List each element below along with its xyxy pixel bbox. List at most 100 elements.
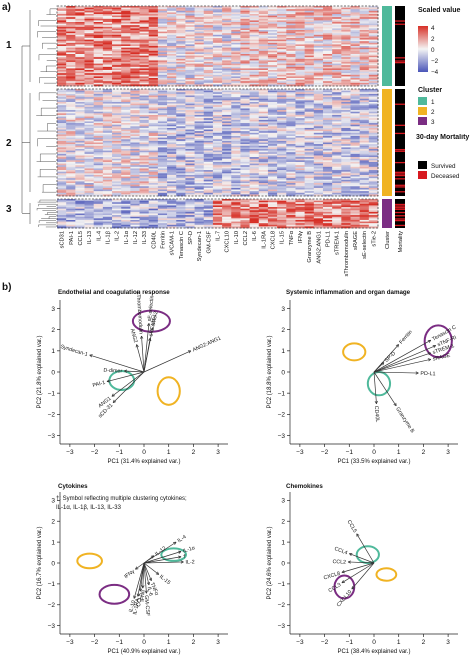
heatmap-cell [277,183,287,185]
heatmap-cell [121,60,131,63]
heatmap-cell [267,176,278,179]
heatmap-cell [194,41,205,44]
heatmap-cell [322,23,333,26]
heatmap-cell [231,194,241,197]
heatmap-cell [350,92,360,95]
heatmap-cell [368,78,379,80]
heatmap-cell [176,58,186,61]
heatmap-cell [313,157,324,160]
heatmap-cell [84,98,94,101]
heatmap-cell [84,174,94,177]
heatmap-cell [277,192,287,195]
heatmap-cell [295,178,305,181]
heatmap-cell [295,213,305,216]
heatmap-cell [121,210,131,213]
heatmap-cell [277,121,287,124]
heatmap-cell [231,199,241,201]
heatmap-cell [57,208,67,211]
heatmap-cell [350,44,360,47]
heatmap-cell [176,22,186,24]
heatmap-cell [277,14,287,16]
heatmap-cell [277,65,287,68]
heatmap-cell [277,49,287,52]
heatmap-cell [231,74,241,77]
heatmap-cell [112,68,122,71]
panel-b-label: b) [2,282,11,293]
heatmap-cell [258,78,269,80]
mortality-deceased-mark [395,171,405,173]
heatmap-cell [212,205,223,208]
heatmap-cell [240,81,250,84]
heatmap-cell [313,79,324,82]
heatmap-cell [322,205,333,208]
heatmap-cell [212,106,223,109]
heatmap-cell [212,103,223,106]
heatmap-cell [258,205,269,208]
heatmap-cell [240,114,250,117]
heatmap-cell [304,33,315,36]
heatmap-cell [176,101,186,104]
heatmap-cell [231,129,241,132]
heatmap-cell [84,95,94,98]
heatmap-cell [75,170,85,172]
heatmap-cell [212,126,223,129]
heatmap-cell [359,15,370,18]
heatmap-cell [359,157,370,160]
heatmap-cell [249,136,260,138]
heatmap-cell [66,113,76,116]
heatmap-cell [112,144,122,147]
heatmap-cell [267,44,278,47]
vector-label: SP-D [384,351,397,364]
heatmap-cell [231,103,241,106]
heatmap-cell [350,54,360,56]
heatmap-cell [295,97,305,100]
heatmap-cell [249,113,260,116]
heatmap-cell [66,78,76,80]
heatmap-cell [75,161,85,164]
heatmap-cell [93,71,104,74]
heatmap-cell [212,93,223,96]
heatmap-cell [267,178,278,181]
heatmap-cell [231,89,241,91]
heatmap-cell [222,55,232,58]
heatmap-cell [240,90,250,93]
heatmap-cell [258,213,269,216]
heatmap-cell [286,52,296,55]
y-tick-label: −2 [278,412,286,419]
heatmap-cell [332,210,342,213]
heatmap-cell [203,113,214,116]
heatmap-cell [368,42,379,45]
heatmap-cell [66,170,76,172]
heatmap-cell [359,114,370,117]
heatmap-cell [322,165,333,168]
heatmap-cell [176,108,186,111]
heatmap-cell [75,14,85,16]
scale-tick-minus4: −4 [431,69,439,76]
heatmap-cell [368,219,379,222]
heatmap-cell [75,215,85,218]
heatmap-cell [84,207,94,209]
heatmap-cell [295,65,305,68]
heatmap-cell [84,57,94,60]
mortality-deceased-mark [395,57,405,59]
heatmap-cell [240,202,250,205]
heatmap-cell [84,63,94,66]
heatmap-cell [93,134,104,137]
heatmap-cell [102,34,113,37]
heatmap-cell [194,132,205,135]
heatmap-cell [212,81,223,84]
column-label: sTie-2 [371,231,377,247]
legend-deceased-label: Deceased [431,173,460,180]
heatmap-cell [212,111,223,114]
heatmap-cell [121,194,131,197]
heatmap-cell [167,93,177,96]
heatmap-cell [112,187,122,190]
heatmap-cell [139,31,150,34]
heatmap-cell [322,171,333,174]
heatmap-cell [84,50,94,53]
heatmap-cell [277,62,287,64]
heatmap-cell [222,90,232,93]
heatmap-cell [212,60,223,63]
heatmap-cell [203,106,214,109]
heatmap-cell [240,95,250,98]
